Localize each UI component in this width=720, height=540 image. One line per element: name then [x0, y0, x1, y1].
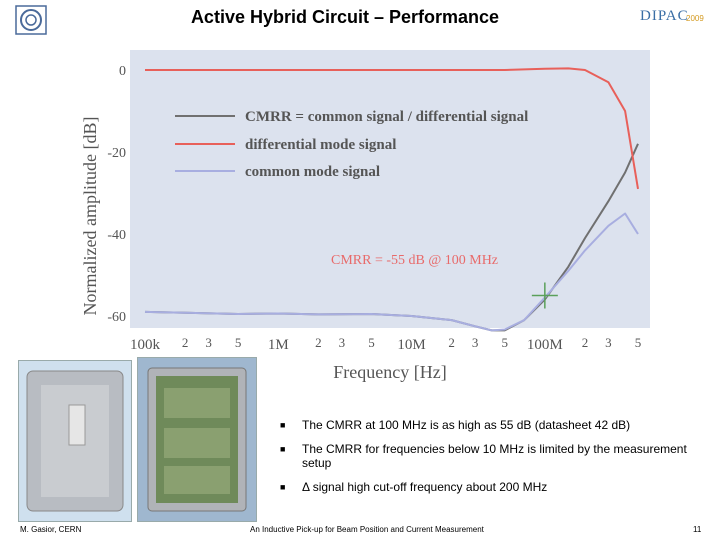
annotation-label: CMRR = -55 dB @ 100 MHz [331, 253, 498, 268]
legend-label-cmrr: CMRR = common signal / differential sign… [245, 109, 528, 125]
legend-label-differential: differential mode signal [245, 137, 396, 153]
x-tick-label-minor: 3 [472, 335, 479, 350]
x-axis-label: Frequency [Hz] [333, 362, 446, 382]
y-tick-label: -60 [107, 310, 126, 325]
x-tick-label-minor: 5 [501, 335, 508, 350]
x-tick-label-minor: 3 [205, 335, 212, 350]
x-tick-label-major: 1M [268, 337, 289, 353]
hybrid-circuit-photo-open [137, 357, 257, 522]
bullet-text: The CMRR at 100 MHz is as high as 55 dB … [302, 418, 631, 432]
dipac-logo: DIPAC 2009 [640, 8, 705, 30]
series-line-2 [144, 212, 639, 332]
bullet-marker: ■ [280, 444, 286, 454]
plot-area [130, 50, 650, 328]
legend-label-common: common mode signal [245, 164, 380, 180]
y-tick-label: 0 [119, 64, 126, 79]
performance-chart: CMRR = common signal / differential sign… [80, 50, 650, 382]
x-tick-label-minor: 3 [339, 335, 346, 350]
bullet-marker: ■ [280, 420, 286, 430]
x-tick-label-minor: 2 [448, 335, 455, 350]
dipac-logo-text: DIPAC [640, 8, 689, 24]
y-tick-label: -20 [107, 146, 126, 161]
x-tick-label-minor: 3 [605, 335, 612, 350]
x-tick-label-minor: 5 [368, 335, 375, 350]
footer-page-number: 11 [693, 525, 702, 534]
series-line-1 [145, 67, 639, 190]
x-tick-label-minor: 2 [582, 335, 589, 350]
y-tick-label: -40 [107, 228, 126, 243]
bullet-text: Δ signal high cut-off frequency about 20… [302, 480, 548, 494]
x-tick-label-minor: 5 [235, 335, 242, 350]
slide-title: Active Hybrid Circuit – Performance [190, 7, 500, 27]
bullet-item: ■ Δ signal high cut-off frequency about … [280, 480, 700, 494]
dipac-logo-year: 2009 [686, 14, 704, 23]
bullet-item: ■ The CMRR at 100 MHz is as high as 55 d… [280, 418, 700, 432]
bullet-item: ■ The CMRR for frequencies below 10 MHz … [280, 442, 700, 470]
x-tick-label-major: 10M [397, 337, 425, 353]
x-tick-label-minor: 2 [315, 335, 322, 350]
chart-marks: 0 -20 -40 -60 100k 1M 10M 100M 2 3 5 2 3 5 2 3 5 2 3 5 [107, 64, 641, 353]
bullet-list: ■ The CMRR at 100 MHz is as high as 55 d… [280, 418, 700, 504]
x-tick-label-major: 100k [130, 337, 161, 353]
x-tick-label-minor: 5 [635, 335, 642, 350]
footer-author: M. Gasior, CERN [20, 525, 82, 534]
footer-talk-title: An Inductive Pick-up for Beam Position a… [250, 525, 484, 534]
x-tick-label-minor: 2 [182, 335, 189, 350]
hybrid-circuit-photo-closed [18, 360, 132, 522]
bullet-text: The CMRR for frequencies below 10 MHz is… [302, 442, 687, 470]
y-axis-label: Normalized amplitude [dB] [80, 117, 100, 316]
legend: CMRR = common signal / differential sign… [175, 109, 528, 180]
cern-logo [15, 5, 47, 35]
bullet-marker: ■ [280, 482, 286, 492]
x-tick-label-major: 100M [527, 337, 563, 353]
